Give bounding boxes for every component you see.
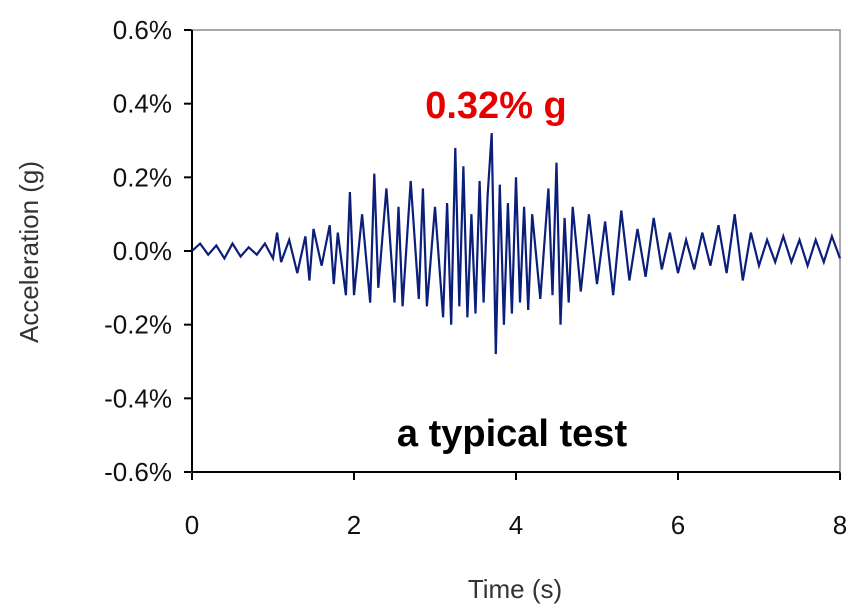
x-axis-title: Time (s) bbox=[468, 574, 562, 604]
acceleration-series-line bbox=[191, 133, 842, 355]
test-note: a typical test bbox=[397, 413, 628, 455]
x-tick-marks bbox=[191, 472, 841, 480]
x-tick-label: 0 bbox=[185, 510, 199, 540]
y-tick-label: -0.6% bbox=[104, 457, 172, 487]
y-tick-label: 0.0% bbox=[113, 236, 172, 266]
x-tick-label: 8 bbox=[833, 510, 847, 540]
y-axis-title: Acceleration (g) bbox=[14, 161, 44, 343]
y-tick-label: 0.6% bbox=[113, 15, 172, 45]
y-tick-marks bbox=[184, 29, 192, 473]
y-tick-label: -0.2% bbox=[104, 310, 172, 340]
x-tick-labels: 0 2 4 6 8 bbox=[185, 510, 847, 540]
x-tick-label: 2 bbox=[347, 510, 361, 540]
y-tick-label: 0.4% bbox=[113, 89, 172, 119]
y-tick-label: 0.2% bbox=[113, 162, 172, 192]
y-tick-label: -0.4% bbox=[104, 383, 172, 413]
y-tick-labels: 0.6% 0.4% 0.2% 0.0% -0.2% -0.4% -0.6% bbox=[104, 15, 172, 487]
x-tick-label: 6 bbox=[671, 510, 685, 540]
peak-annotation: 0.32% g bbox=[425, 85, 567, 127]
x-tick-label: 4 bbox=[509, 510, 523, 540]
